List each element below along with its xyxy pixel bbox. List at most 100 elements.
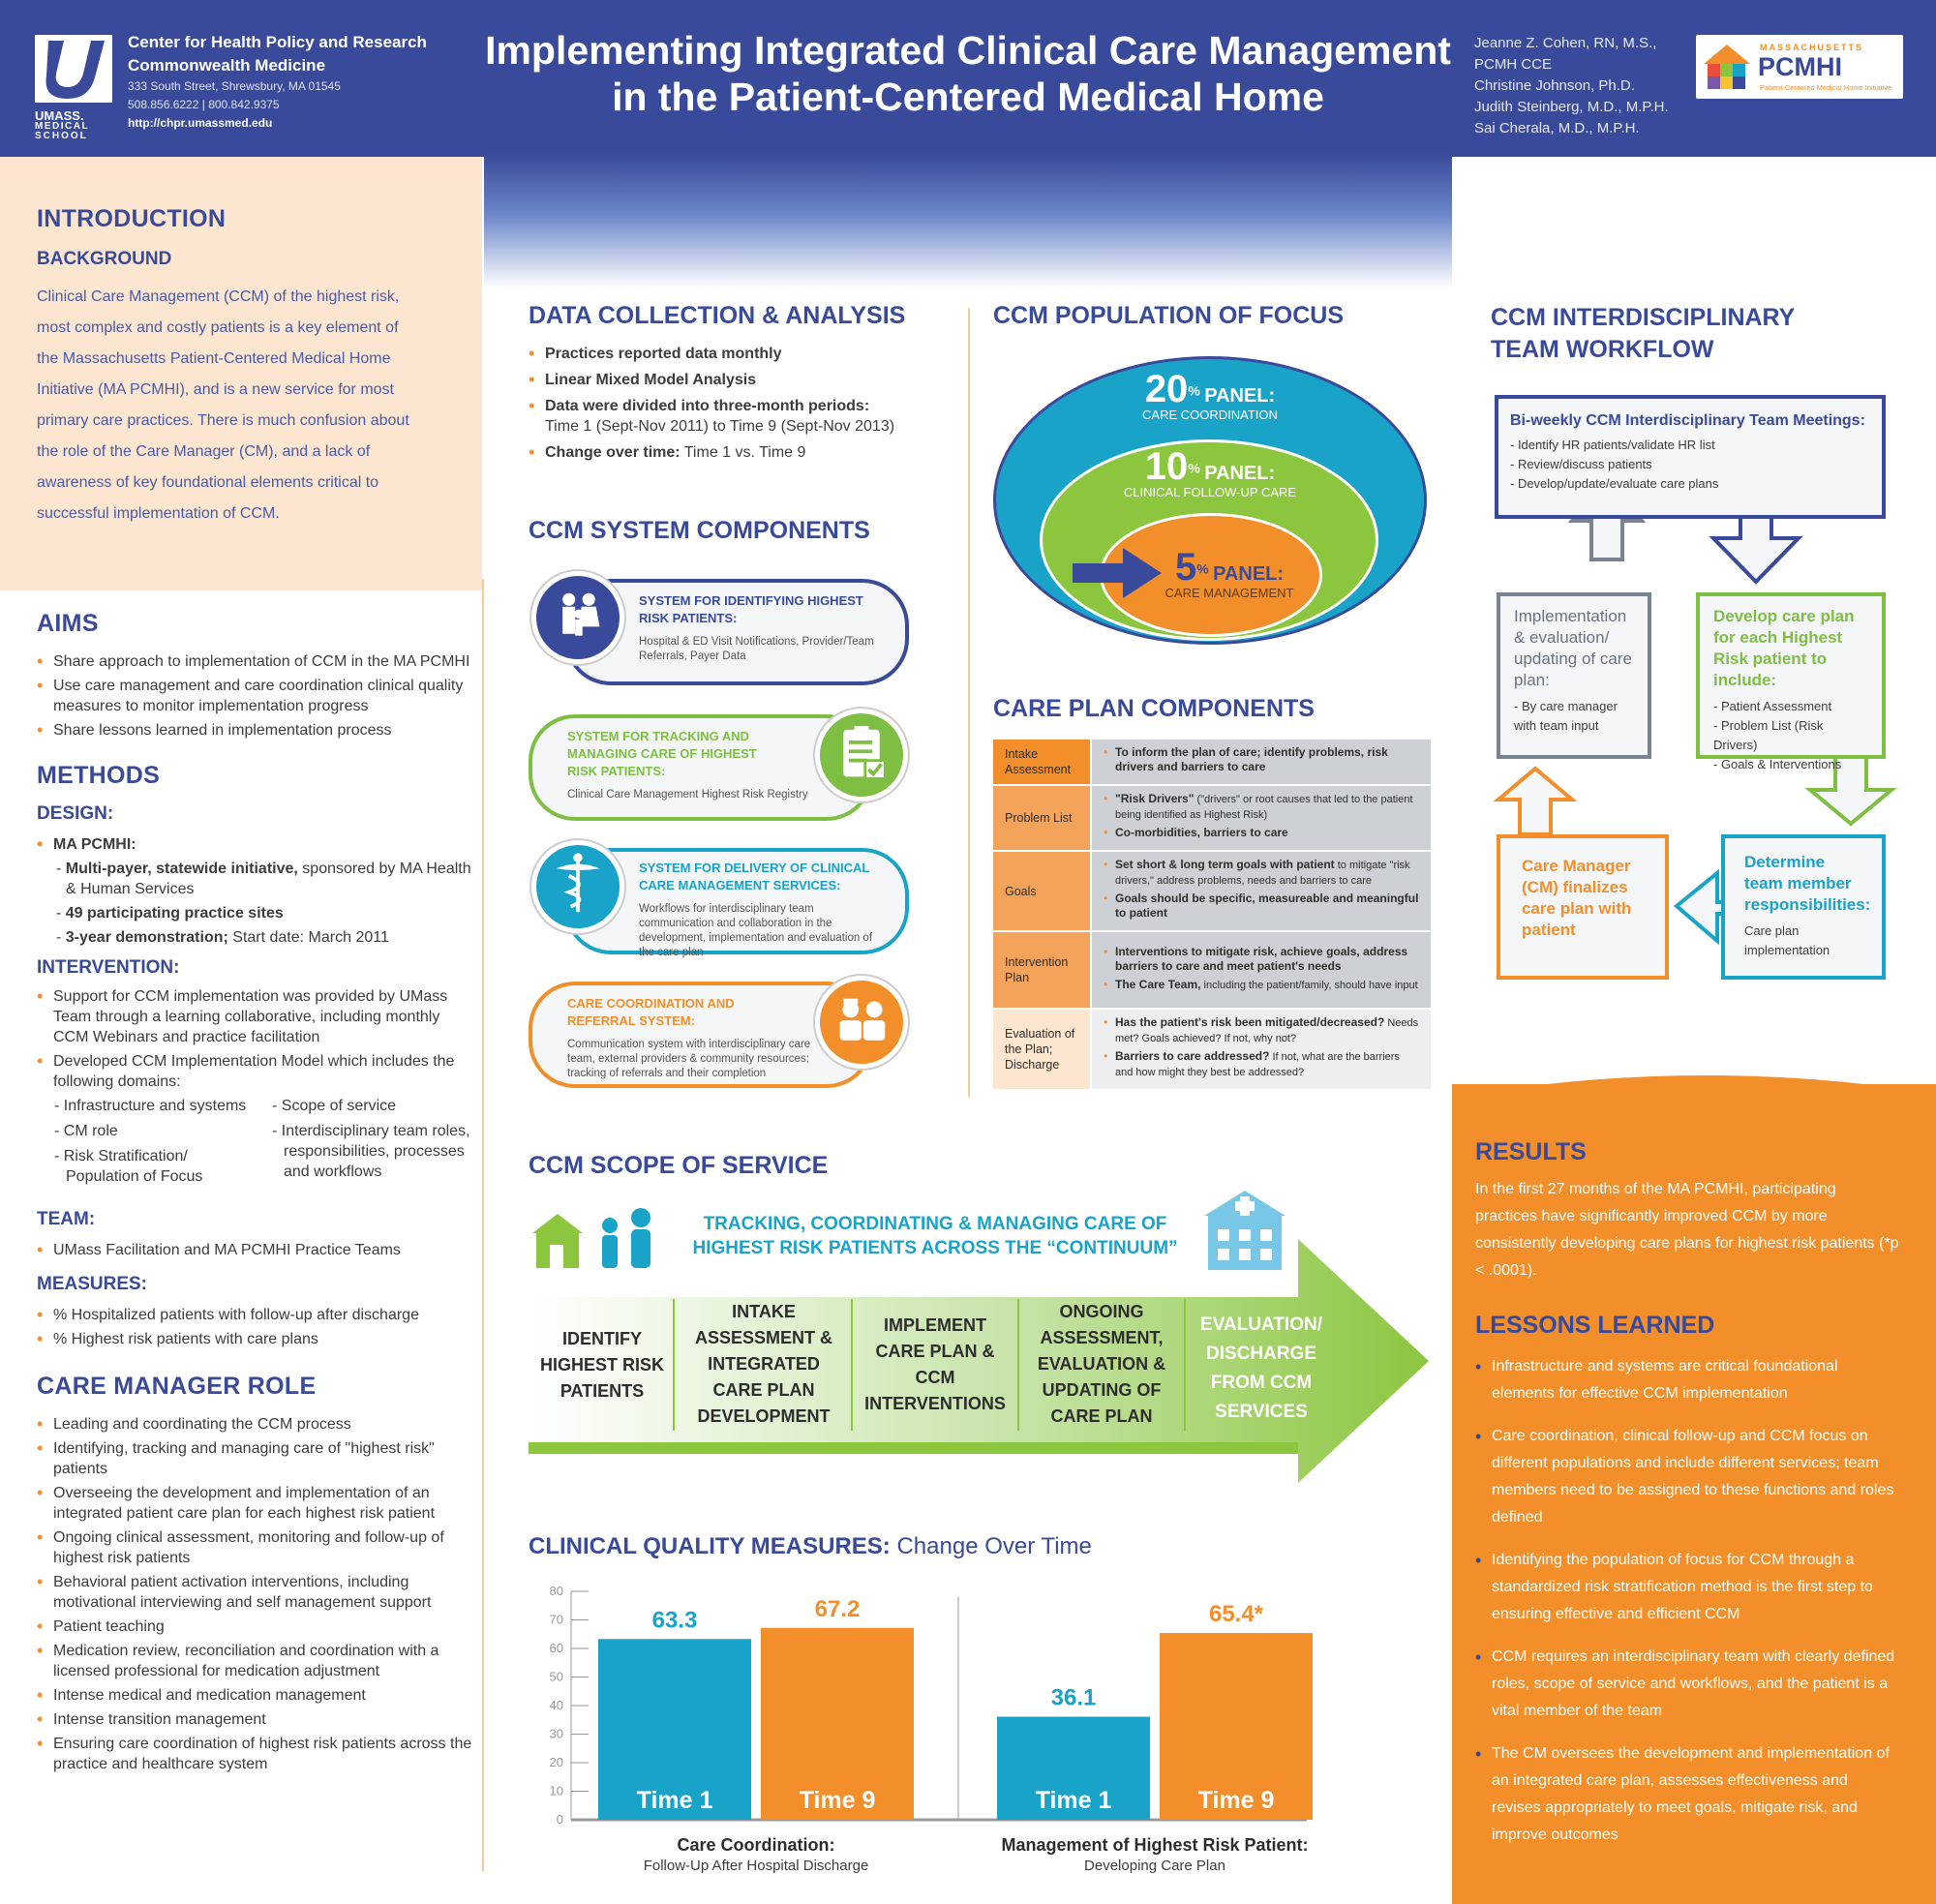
- bar: [997, 1716, 1150, 1820]
- stage-ongoing: ONGOING ASSESSMENT, EVALUATION & UPDATIN…: [1037, 1302, 1166, 1426]
- care-plan-bullet: •: [1104, 826, 1108, 839]
- caduceus-icon: [531, 840, 624, 933]
- author-list: Jeanne Z. Cohen, RN, M.S., PCMH CCE Christ…: [1474, 33, 1669, 139]
- workflow-meetings-box: Bi-weekly CCM Interdisciplinary Team Mee…: [1495, 395, 1886, 519]
- org-name-line1: Center for Health Policy and Research: [128, 33, 427, 51]
- workflow-determine-box: Determine team member responsibilities: …: [1721, 834, 1886, 980]
- design-dash: -: [56, 929, 66, 946]
- group-title: Care Coordination:: [677, 1835, 834, 1855]
- hospital-icon: [1204, 1191, 1286, 1270]
- house-logo-icon: [1704, 45, 1750, 89]
- system-component-desc: Clinical Care Management Highest Risk Re…: [567, 789, 808, 801]
- ring-10-pct-sign: %: [1188, 460, 1200, 476]
- ring-20-label: 20% PANEL: CARE COORDINATION: [993, 368, 1427, 422]
- care-plan-bullet: •: [1104, 892, 1108, 905]
- ring-20-sub: CARE COORDINATION: [1142, 408, 1278, 422]
- workflow-item: - By care manager with team input: [1514, 699, 1618, 733]
- header-wave: [484, 153, 1452, 288]
- care-manager-item: Intense medical and medication managemen…: [37, 1685, 472, 1706]
- background-heading: BACKGROUND: [37, 249, 172, 269]
- care-plan-detail: • Has the patient's risk been mitigated/d…: [1092, 1010, 1431, 1089]
- stage-identify: IDENTIFY HIGHEST RISK PATIENTS: [539, 1329, 664, 1401]
- care-plan-bullet: •: [1104, 858, 1108, 871]
- ring-10-pct: 10: [1144, 445, 1189, 488]
- results-text: In the first 27 months of the MA PCMHI, …: [1475, 1181, 1899, 1279]
- group-title: Management of Highest Risk Patient:: [1001, 1835, 1308, 1855]
- system-component-title: SYSTEM FOR TRACKING AND MANAGING CARE OF…: [567, 729, 757, 778]
- bar-category-label: Time 1: [637, 1787, 713, 1814]
- scope-banner-line1: TRACKING, COORDINATING & MANAGING CARE O…: [703, 1214, 1167, 1234]
- team-item: UMass Facilitation and MA PCMHI Practice…: [37, 1240, 472, 1260]
- workflow-heading-line1: CCM INTERDISCIPLINARY: [1491, 304, 1796, 331]
- author-name: Judith Steinberg, M.D., M.P.H.: [1474, 99, 1669, 115]
- system-component-text: SYSTEM FOR IDENTIFYING HIGHEST RISK PATI…: [639, 592, 891, 664]
- author-name: Jeanne Z. Cohen, RN, M.S.,: [1474, 35, 1657, 51]
- org-url-link[interactable]: http://chpr.umassmed.edu: [128, 116, 273, 130]
- ring-10-sub: CLINICAL FOLLOW-UP CARE: [1123, 485, 1297, 499]
- design-subitem-bold: 3-year demonstration;: [65, 929, 228, 946]
- results-wave: [1452, 1074, 1936, 1123]
- care-plan-row: Intervention Plan • Interventions to mitig…: [993, 932, 1431, 1008]
- umass-logo: UMASS. MEDICAL SCHOOL: [35, 35, 112, 141]
- care-plan-detail-rest: If not, what are the barriers and how mi…: [1115, 1051, 1400, 1078]
- poster-title-line2: in the Patient-Centered Medical Home: [612, 75, 1324, 119]
- domains-col1: - Infrastructure and systems - CM role - R…: [37, 1096, 255, 1192]
- workflow-implementation-box: Implementation & evaluation/ updating of…: [1497, 592, 1651, 759]
- care-plan-row: Evaluation of the Plan; Discharge • Has th…: [993, 1010, 1431, 1089]
- workflow-heading: CCM INTERDISCIPLINARY TEAM WORKFLOW: [1491, 302, 1795, 366]
- bar: [1160, 1633, 1313, 1820]
- quality-chart: 0 10 20 30 40 50 60 70 80 63.3 Time 1 67.2 Time 9 Car…: [550, 1584, 1313, 1874]
- house-icon: [532, 1214, 583, 1268]
- ring-10-label: 10% PANEL: CLINICAL FOLLOW-UP CARE: [993, 445, 1427, 499]
- design-subitem: - Multi-payer, statewide initiative, spo…: [37, 859, 472, 899]
- design-dash: -: [56, 861, 66, 877]
- pcmhi-tagline: Patient-Centered Medical Home Initiative: [1760, 83, 1892, 92]
- workflow-item: - Patient Assessment: [1713, 699, 1832, 713]
- ring-10-panel: PANEL:: [1204, 463, 1276, 484]
- care-plan-detail-bold: The Care Team,: [1115, 977, 1201, 991]
- care-plan-label: Problem List: [993, 786, 1090, 850]
- care-plan-detail: • To inform the plan of care; identify pr…: [1092, 740, 1431, 784]
- care-plan-bullet: •: [1104, 792, 1108, 805]
- org-name-line2: Commonwealth Medicine: [128, 56, 326, 75]
- care-team-icon: [815, 976, 908, 1069]
- arrow-right-icon: [1073, 548, 1162, 598]
- intro-heading: INTRODUCTION: [37, 205, 227, 232]
- care-plan-detail-item: • The Care Team, including the patient/fa…: [1104, 978, 1419, 993]
- workflow-item: - Develop/update/evaluate care plans: [1510, 476, 1719, 491]
- lesson-item: The CM oversees the development and impl…: [1475, 1740, 1901, 1849]
- care-plan-detail: • Interventions to mitigate risk, achieve…: [1092, 932, 1431, 1008]
- ring-20-panel: PANEL:: [1204, 385, 1276, 407]
- care-manager-item: Medication review, reconciliation and co…: [37, 1641, 472, 1681]
- care-manager-item: Patient teaching: [37, 1617, 472, 1637]
- data-collection-list: Practices reported data monthly Linear Mi…: [529, 344, 935, 463]
- ring-5-label: 5% PANEL: CARE MANAGEMENT: [1133, 546, 1326, 600]
- intervention-item: Developed CCM Implementation Model which…: [37, 1051, 472, 1092]
- bar: [598, 1639, 751, 1820]
- design-subitem: - 3-year demonstration; Start date: Marc…: [37, 927, 472, 948]
- care-plan-detail-rest: ("drivers" or root causes that led to th…: [1115, 794, 1413, 821]
- intervention-list: Support for CCM implementation was provi…: [37, 986, 472, 1092]
- ring-20-pct: 20: [1144, 368, 1189, 410]
- workflow-heading-line2: TEAM WORKFLOW: [1491, 336, 1714, 363]
- scope-heading: CCM SCOPE OF SERVICE: [529, 1152, 829, 1179]
- domains-col2: - Scope of service - Interdisciplinary te…: [255, 1096, 472, 1192]
- team-list: UMass Facilitation and MA PCMHI Practice…: [37, 1240, 472, 1260]
- pcmhi-state: MASSACHUSETTS: [1760, 43, 1864, 52]
- system-component-title: CARE COORDINATION AND REFERRAL SYSTEM:: [567, 996, 735, 1028]
- logo-umass-text: UMASS.: [35, 108, 84, 123]
- dc-item-bold: Linear Mixed Model Analysis: [545, 372, 757, 388]
- data-collection-item: Linear Mixed Model Analysis: [529, 370, 935, 390]
- care-plan-detail-item: • Interventions to mitigate risk, achieve…: [1104, 945, 1419, 975]
- y-tick-label: 20: [550, 1755, 563, 1769]
- aims-list: Share approach to implementation of CCM …: [37, 651, 472, 740]
- poster-title: Implementing Integrated Clinical Care Ma…: [484, 27, 1452, 120]
- measures-list: % Hospitalized patients with follow-up a…: [37, 1305, 472, 1349]
- design-subitem: - 49 participating practice sites: [37, 903, 472, 923]
- domain-item: - Interdisciplinary team roles, responsi…: [272, 1123, 470, 1180]
- y-tick-label: 30: [550, 1727, 563, 1741]
- bar: [761, 1627, 914, 1820]
- background-text: Clinical Care Management (CCM) of the hi…: [37, 288, 409, 522]
- header-band: [0, 0, 1936, 157]
- y-tick-label: 80: [550, 1584, 563, 1598]
